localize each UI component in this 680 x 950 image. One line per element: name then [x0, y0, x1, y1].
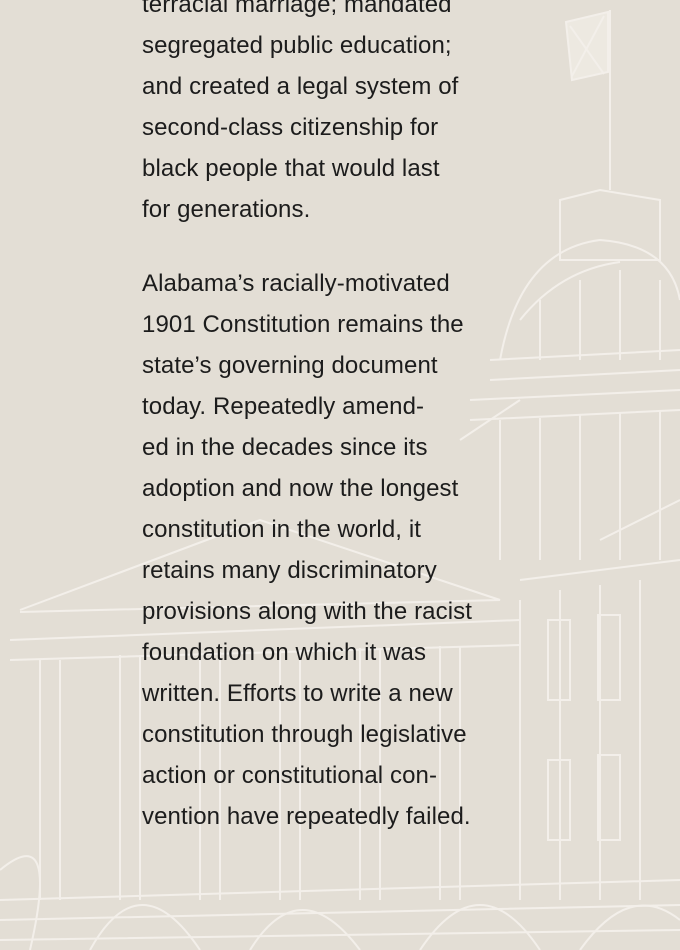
page: Document {"paragraphs": [ {"lines": ["te…	[0, 0, 680, 950]
text-line: segregated public education;	[142, 25, 662, 66]
text-line: foundation on which it was	[142, 632, 662, 673]
text-line: state’s governing document	[142, 345, 662, 386]
sketch-ground	[0, 856, 680, 950]
text-line: ed in the decades since its	[142, 427, 662, 468]
text-line: black people that would last	[142, 148, 662, 189]
text-line: constitution through legislative	[142, 714, 662, 755]
text-line: vention have repeatedly failed.	[142, 796, 662, 837]
text-line: action or constitutional con-	[142, 755, 662, 796]
text-line: for generations.	[142, 189, 662, 230]
text-line: written. Efforts to write a new	[142, 673, 662, 714]
text-line: adoption and now the longest	[142, 468, 662, 509]
text-line: retains many discriminatory	[142, 550, 662, 591]
text-line: constitution in the world, it	[142, 509, 662, 550]
text-line: second-class citizenship for	[142, 107, 662, 148]
text-line: and created a legal system of	[142, 66, 662, 107]
text-line: Alabama’s racially-motivated	[142, 263, 662, 304]
text-line: provisions along with the racist	[142, 591, 662, 632]
text-line: 1901 Constitution remains the	[142, 304, 662, 345]
text-line: today. Repeatedly amend-	[142, 386, 662, 427]
text-line: terracial marriage; mandated	[142, 0, 662, 25]
document: terracial marriage; mandatedsegregated p…	[0, 0, 680, 950]
